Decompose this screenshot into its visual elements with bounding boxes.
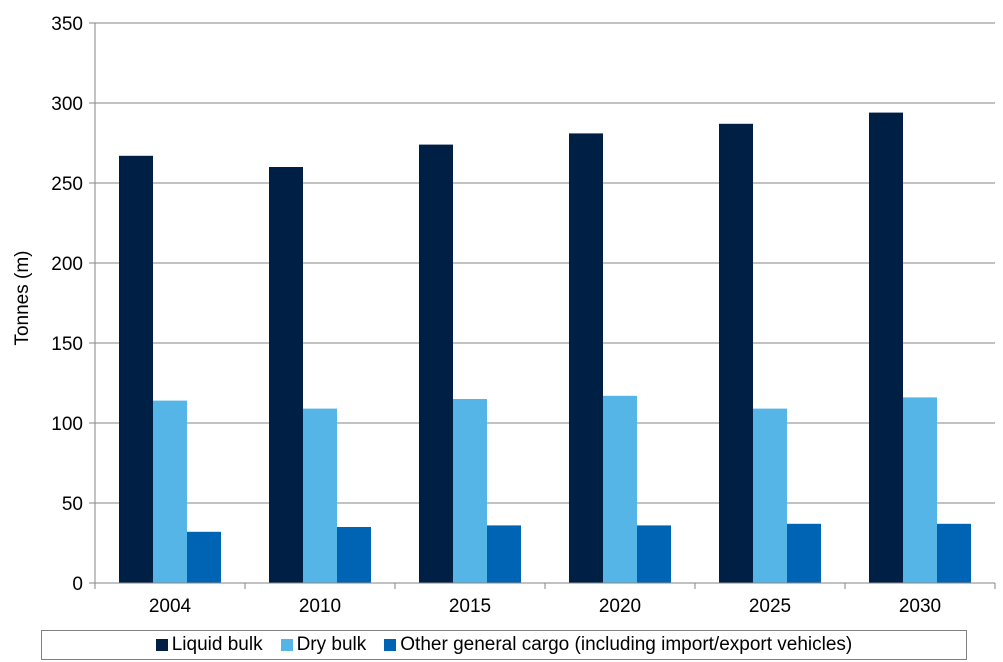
- y-tick-label: 350: [51, 14, 83, 35]
- bar-liquid-2030: [869, 112, 903, 583]
- x-tick-label: 2004: [149, 596, 192, 617]
- legend-label: Other general cargo (including import/ex…: [400, 634, 853, 655]
- axes: [89, 22, 996, 589]
- legend-label: Dry bulk: [296, 634, 367, 655]
- y-tick-label: 150: [51, 334, 83, 355]
- y-tick-label: 50: [62, 494, 83, 515]
- y-tick-label: 300: [51, 94, 83, 115]
- gridlines: [95, 22, 995, 504]
- bar-other-2010: [337, 527, 371, 583]
- bar-dry-2010: [303, 408, 337, 583]
- bars: [119, 112, 971, 584]
- legend-swatch: [155, 639, 168, 651]
- bar-other-2030: [937, 523, 971, 583]
- legend-swatch: [280, 639, 293, 651]
- bar-other-2020: [637, 525, 671, 583]
- bar-dry-2025: [753, 408, 787, 583]
- bar-liquid-2010: [269, 167, 303, 583]
- y-axis-title: Tonnes (m): [12, 250, 33, 345]
- x-tick-labels: 2004 2010 2015 2020 2025 2030: [149, 596, 941, 617]
- y-tick-label: 200: [51, 254, 83, 275]
- x-tick-label: 2020: [599, 596, 641, 617]
- bar-dry-2015: [453, 399, 487, 583]
- bar-liquid-2025: [719, 123, 753, 584]
- bar-dry-2030: [903, 397, 937, 583]
- bar-liquid-2015: [419, 144, 453, 583]
- x-tick-label: 2015: [449, 596, 491, 617]
- bar-liquid-2020: [569, 133, 603, 583]
- legend-item: Other general cargo (including import/ex…: [384, 634, 852, 656]
- x-tick-label: 2025: [749, 596, 791, 617]
- bar-liquid-2004: [119, 155, 153, 584]
- y-tick-label: 100: [51, 414, 83, 435]
- legend-label: Liquid bulk: [171, 634, 263, 655]
- bar-dry-2004: [153, 400, 187, 583]
- x-tick-label: 2010: [299, 596, 341, 617]
- legend: Liquid bulk Dry bulk Other general cargo (…: [41, 630, 967, 660]
- legend-item: Liquid bulk: [155, 634, 263, 656]
- bar-other-2015: [487, 525, 521, 583]
- legend-item: Dry bulk: [280, 634, 367, 656]
- x-tick-label: 2030: [899, 596, 941, 617]
- legend-swatch: [384, 639, 397, 651]
- bar-dry-2020: [603, 395, 637, 583]
- y-tick-label: 0: [72, 574, 83, 595]
- bar-other-2004: [187, 531, 221, 583]
- y-tick-labels: 0 50 100 150 200 250 300 350: [51, 14, 83, 595]
- bar-other-2025: [787, 523, 821, 583]
- y-tick-label: 250: [51, 174, 83, 195]
